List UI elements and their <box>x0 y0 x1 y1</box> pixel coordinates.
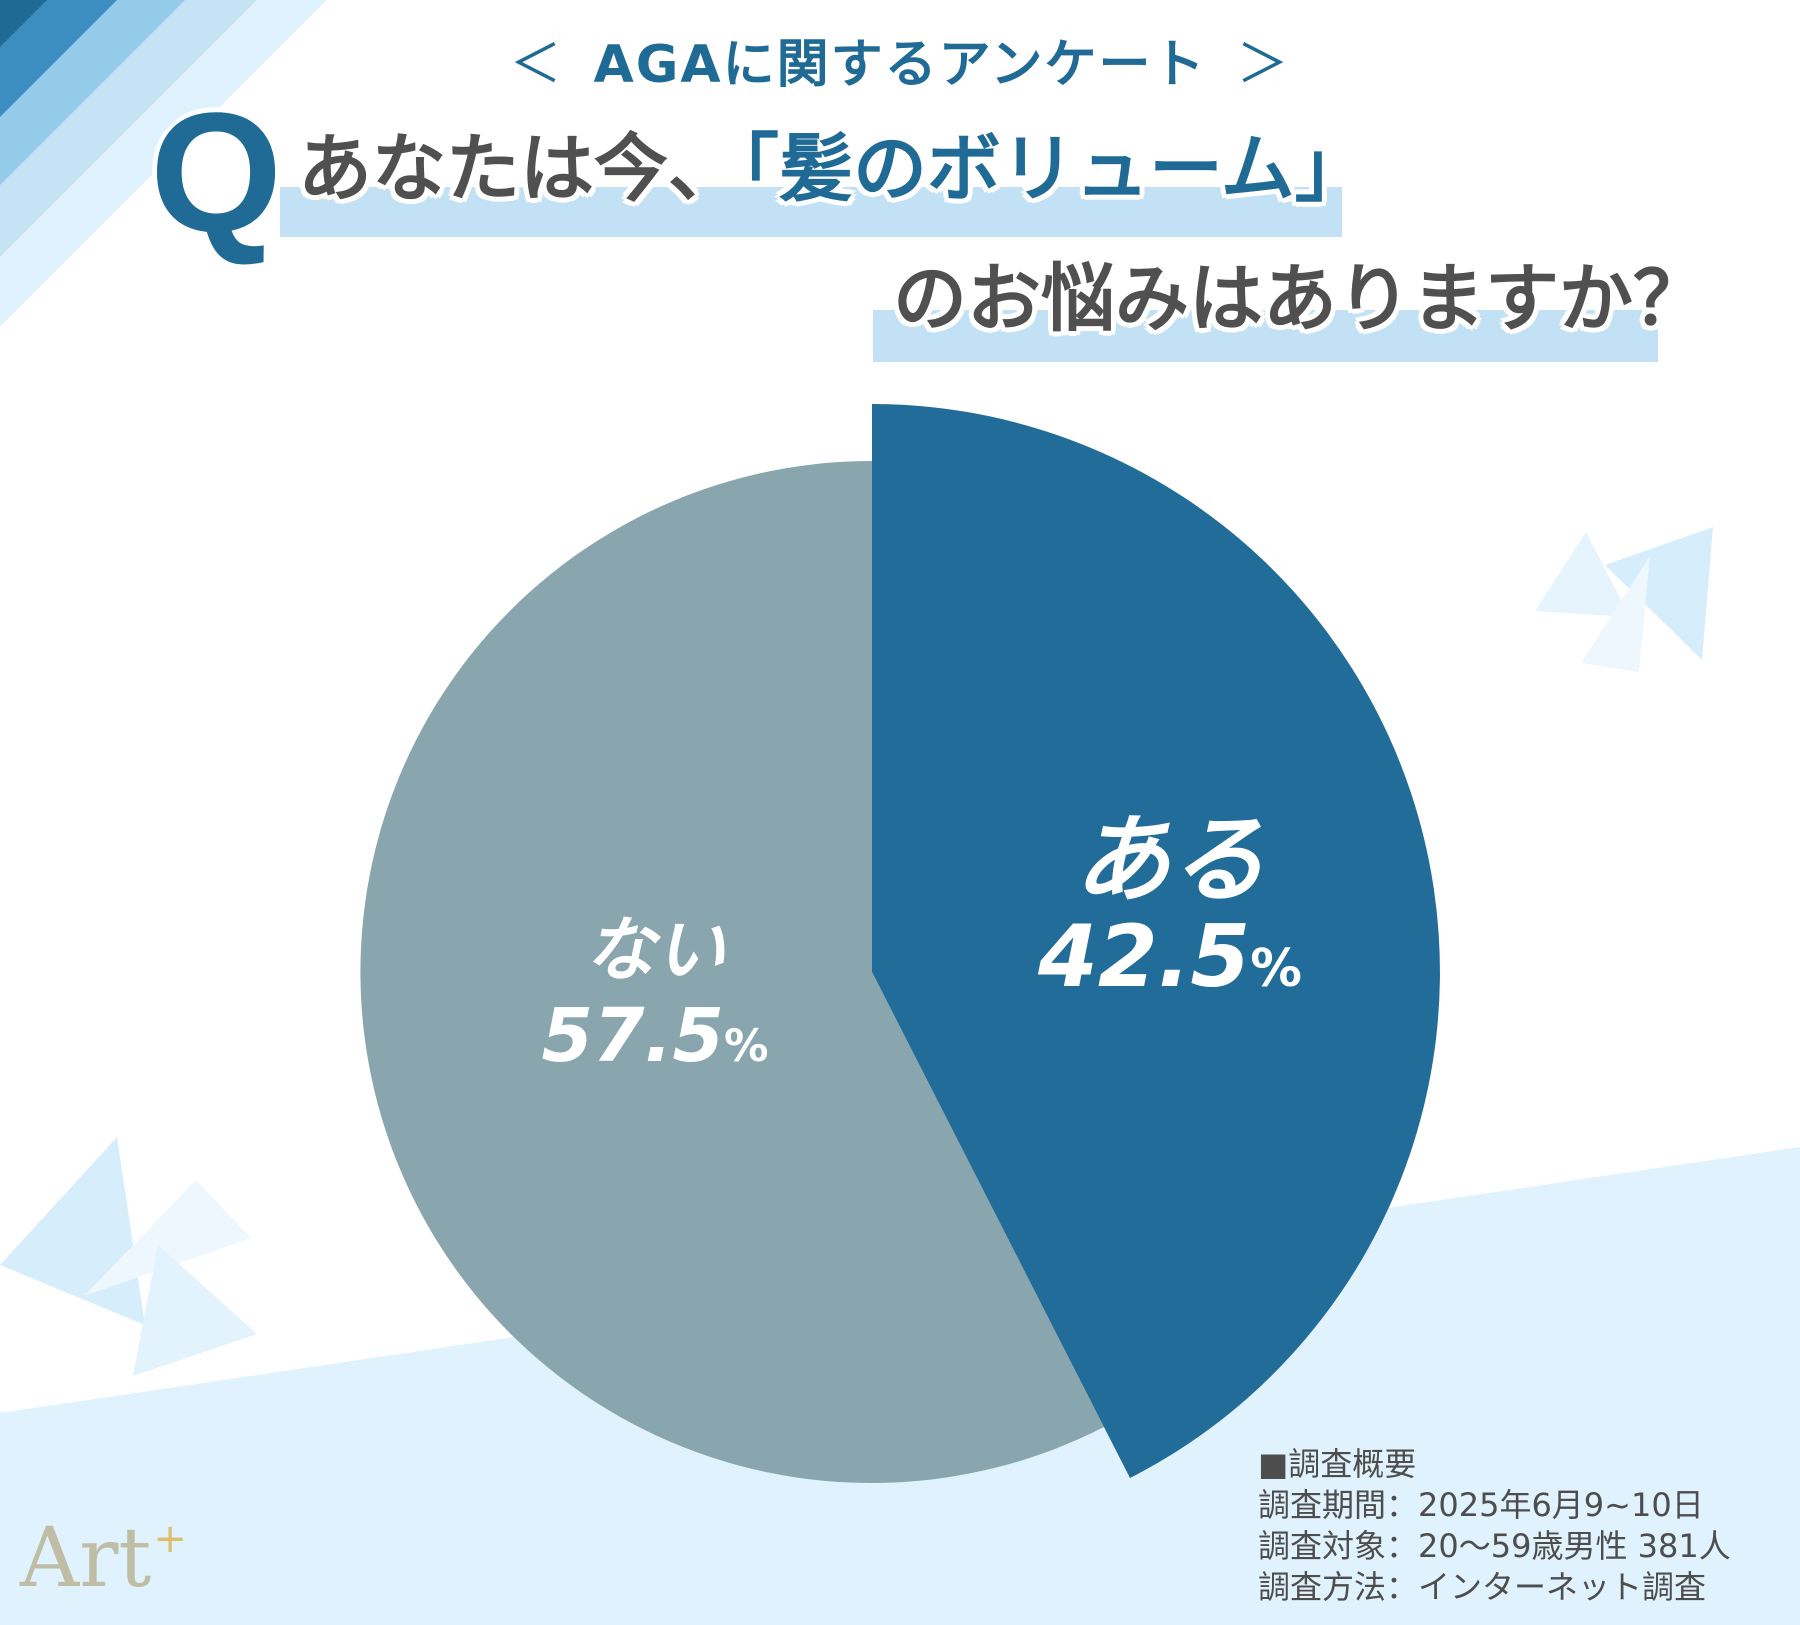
question-highlight-line1 <box>280 187 1342 237</box>
slice-label-no: ない 57.5% <box>520 915 790 1073</box>
left-bracket: ＜ <box>509 35 564 95</box>
slice-yes-name: ある <box>1074 804 1266 916</box>
triangle-decoration <box>1581 556 1650 672</box>
question-highlight-line2 <box>873 310 1658 362</box>
survey-header: ＜ AGAに関するアンケート ＞ <box>0 22 1800 97</box>
question-accent: 「髪のボリューム」 <box>742 126 1369 212</box>
header-title: AGAに関するアンケート <box>593 35 1207 95</box>
survey-method: 調査方法：インターネット調査 <box>1258 1568 1707 1606</box>
stripe-1 <box>0 0 47 47</box>
slice-no-name: ない <box>585 909 725 991</box>
stripe-2 <box>0 0 117 117</box>
pie-slice-no[interactable] <box>360 460 1104 1483</box>
triangle-decoration <box>133 1245 257 1376</box>
question-suffix: のお悩みはありますか？ <box>893 256 1707 342</box>
slice-no-unit: % <box>724 1021 769 1072</box>
right-bracket: ＞ <box>1236 35 1291 95</box>
triangle-decoration <box>1605 527 1713 660</box>
slice-yes-unit: % <box>1250 939 1302 999</box>
pie-slice-yes[interactable] <box>872 404 1440 1478</box>
question-line-1: あなたは今、「髪のボリューム」 <box>298 132 1369 206</box>
survey-target: 調査対象：20～59歳男性 381人 <box>1258 1527 1731 1565</box>
logo-plus-icon: + <box>153 1516 187 1562</box>
triangle-decoration <box>84 1180 251 1296</box>
question-marker: Q <box>150 78 283 268</box>
slice-no-value: 57.5 <box>541 993 725 1079</box>
question-line-2: のお悩みはありますか？ <box>893 262 1707 336</box>
logo-text: Art <box>20 1511 152 1606</box>
slice-label-yes: ある 42.5% <box>1020 812 1320 1000</box>
brand-logo: Art+ <box>20 1518 187 1600</box>
triangle-decoration <box>1535 532 1630 617</box>
question-prefix: あなたは今、 <box>298 126 742 212</box>
survey-period: 調査期間：2025年6月9~10日 <box>1258 1486 1704 1524</box>
slice-yes-value: 42.5 <box>1038 907 1251 1007</box>
survey-heading: ■調査概要 <box>1258 1445 1417 1483</box>
survey-summary: ■調査概要 調査期間：2025年6月9~10日 調査対象：20～59歳男性 38… <box>1258 1444 1731 1608</box>
